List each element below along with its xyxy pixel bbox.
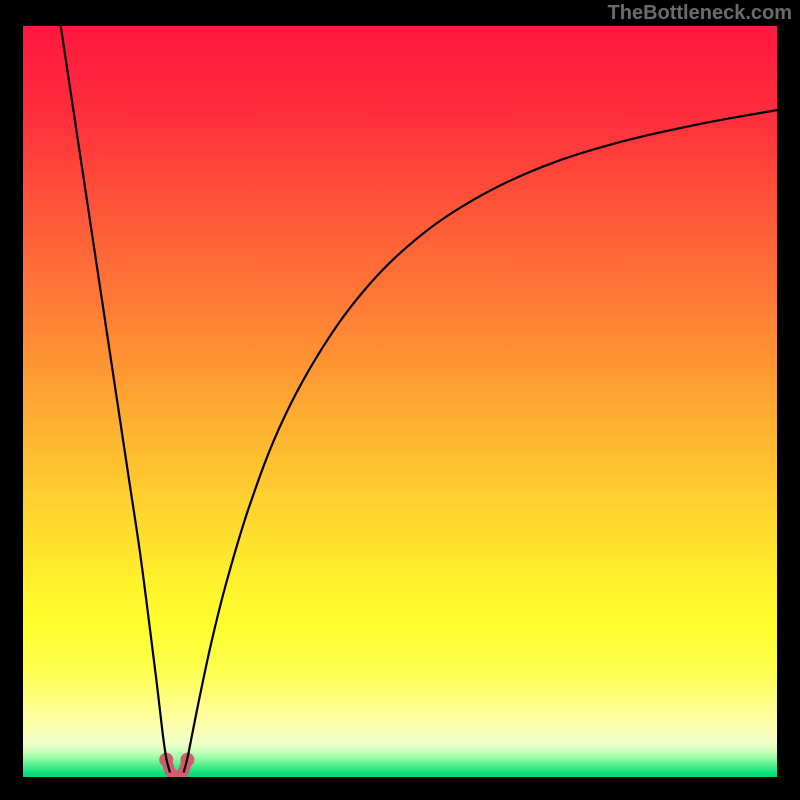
chart-area bbox=[23, 26, 777, 777]
left-curve bbox=[61, 26, 170, 772]
canvas: TheBottleneck.com bbox=[0, 0, 800, 800]
watermark-text: TheBottleneck.com bbox=[608, 2, 792, 25]
right-curve bbox=[184, 110, 777, 772]
chart-svg bbox=[23, 26, 777, 777]
